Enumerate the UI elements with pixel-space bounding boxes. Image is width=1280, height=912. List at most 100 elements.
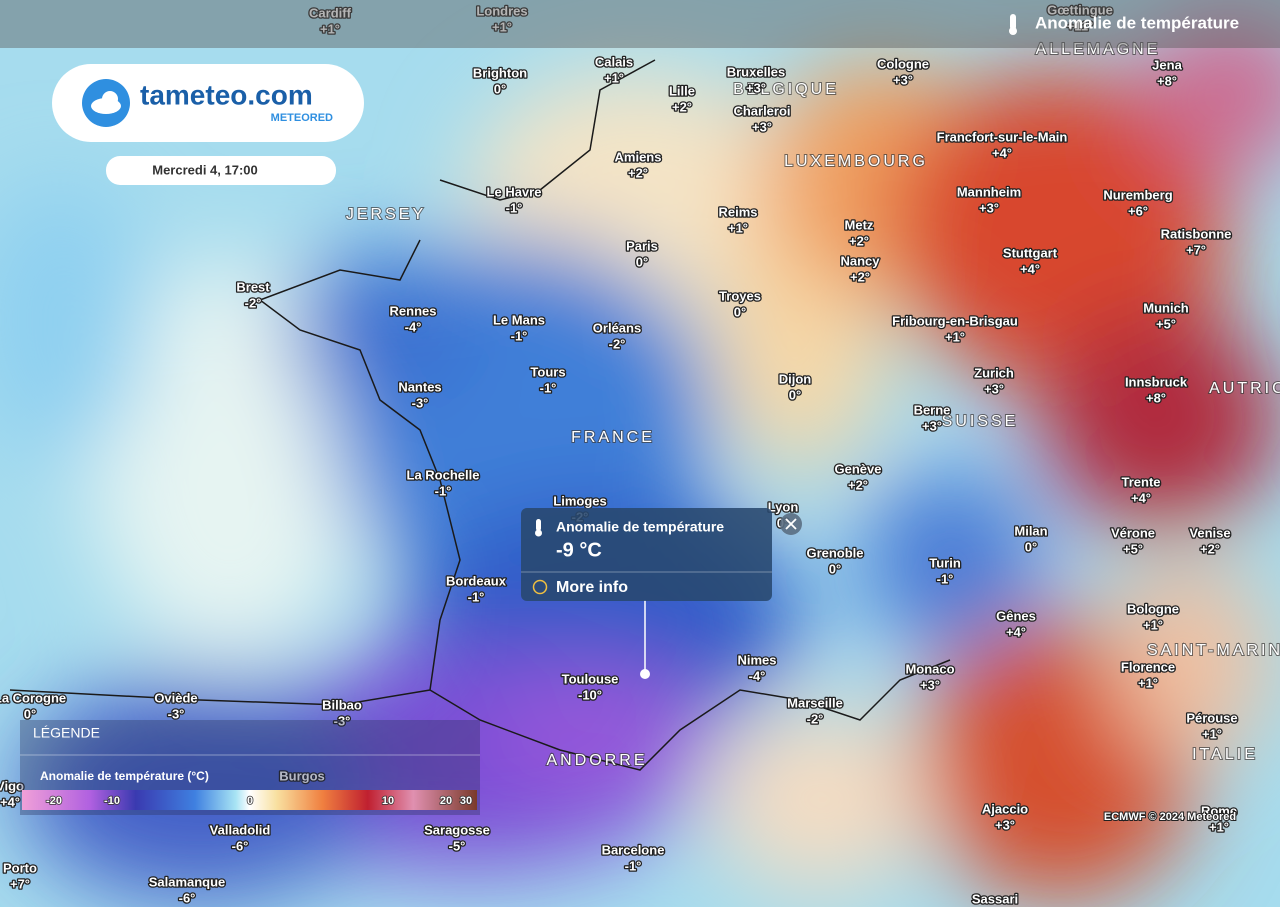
city-value: +3° (922, 418, 942, 433)
city-value: -5° (449, 838, 466, 853)
city-value: +2° (850, 269, 870, 284)
city-value: -4° (405, 319, 422, 334)
city-name: Le Havre (487, 184, 542, 199)
city-value: +1° (728, 220, 748, 235)
country-label: ITALIE (1192, 746, 1258, 763)
city-value: -1° (506, 200, 523, 215)
city-name: Ajaccio (982, 801, 1028, 816)
city-value: -2° (807, 711, 824, 726)
city-name: Monaco (905, 661, 954, 676)
scale-label: -20 (46, 795, 62, 807)
legend-heading: LÉGENDE (33, 725, 100, 741)
city-value: +7° (10, 876, 30, 891)
city-value: +7° (1186, 242, 1206, 257)
city-name: Bilbao (322, 697, 362, 712)
city-name: Calais (595, 54, 633, 69)
city-name: Milan (1014, 523, 1047, 538)
city-name: Florence (1121, 659, 1175, 674)
city-name: Jena (1152, 57, 1182, 72)
city-value: 0° (789, 387, 801, 402)
city-name: Brest (236, 279, 270, 294)
city-name: Nimes (737, 652, 776, 667)
city-name: Innsbruck (1125, 374, 1188, 389)
city-name: Saragosse (424, 822, 490, 837)
country-label: LUXEMBOURG (784, 153, 928, 170)
more-info[interactable]: More info (556, 579, 628, 596)
city-name: Londres (476, 3, 527, 18)
legend[interactable]: LÉGENDE Anomalie de température (°C) -20… (20, 720, 480, 815)
city-value: +3° (995, 817, 1015, 832)
city-value: -3° (412, 395, 429, 410)
city-value: 0° (734, 304, 746, 319)
city-value: +3° (920, 677, 940, 692)
color-scale (22, 790, 477, 810)
city-name: Bruxelles (727, 64, 786, 79)
city-value: 0° (494, 81, 506, 96)
city-value: +3° (984, 381, 1004, 396)
date-pill (106, 156, 336, 185)
city-value: +4° (0, 794, 20, 809)
popup-value: -9 °C (556, 539, 602, 561)
city-name: Sassari (972, 891, 1018, 906)
logo-brand: METEORED (271, 112, 333, 124)
city-value: -2° (245, 295, 262, 310)
city-value: +4° (1020, 261, 1040, 276)
city-name: Burgos (279, 768, 325, 783)
city-value: +1° (1209, 819, 1229, 834)
city-value: -1° (468, 589, 485, 604)
city-value: 0° (24, 706, 36, 721)
city-value: +1° (1138, 675, 1158, 690)
city-value: +2° (1200, 541, 1220, 556)
city-value: +4° (1131, 490, 1151, 505)
city-name: Fribourg-en-Brisgau (892, 313, 1018, 328)
city-value: +1° (604, 70, 624, 85)
city-value: -1° (435, 483, 452, 498)
logo[interactable]: tameteo.com METEORED (52, 64, 364, 142)
city-name: Francfort-sur-le-Main (937, 129, 1068, 144)
city-name: Stuttgart (1003, 245, 1058, 260)
city-value: +1° (492, 19, 512, 34)
city-name: Porto (3, 860, 37, 875)
city-value: +2° (848, 477, 868, 492)
city-value: +2° (672, 99, 692, 114)
city-value: +5° (1156, 316, 1176, 331)
city-value: +2° (628, 165, 648, 180)
city-value: 0° (636, 254, 648, 269)
city-value: -6° (232, 838, 249, 853)
scale-label: -10 (104, 795, 120, 807)
city-name: Paris (626, 238, 658, 253)
country-label: JERSEY (346, 206, 426, 223)
city-name: Bologne (1127, 601, 1179, 616)
city-value: +1° (1202, 726, 1222, 741)
city-name: Cologne (877, 56, 929, 71)
city-value: +5° (1123, 541, 1143, 556)
city-name: Ratisbonne (1161, 226, 1232, 241)
city-name: Tours (530, 364, 565, 379)
city-name: Venise (1189, 525, 1230, 540)
city-value: -10° (578, 687, 602, 702)
country-label: SAINT-MARIN (1147, 642, 1280, 659)
city-value: 0° (829, 561, 841, 576)
scale-label: 10 (382, 795, 394, 807)
city-name: Toulouse (562, 671, 619, 686)
city-name: Rennes (390, 303, 437, 318)
city-value: -3° (168, 706, 185, 721)
city-value: +1° (945, 329, 965, 344)
city-name: Lille (669, 83, 695, 98)
city-name: Nuremberg (1103, 187, 1172, 202)
city-name: Orléans (593, 320, 641, 335)
city-name: Lyon (768, 499, 799, 514)
city-name: Dijon (779, 371, 812, 386)
scale-label: 20 (440, 795, 452, 807)
city-name: Gœttingue (1047, 2, 1113, 17)
city-value: +3° (893, 72, 913, 87)
popup[interactable]: Anomalie de température -9 °C More info (521, 508, 802, 679)
city-name: Pérouse (1186, 710, 1237, 725)
city-name: Troyes (719, 288, 761, 303)
city-name: Le Mans (493, 312, 545, 327)
scale-label: 0 (247, 795, 253, 807)
city-value: 0° (1025, 539, 1037, 554)
